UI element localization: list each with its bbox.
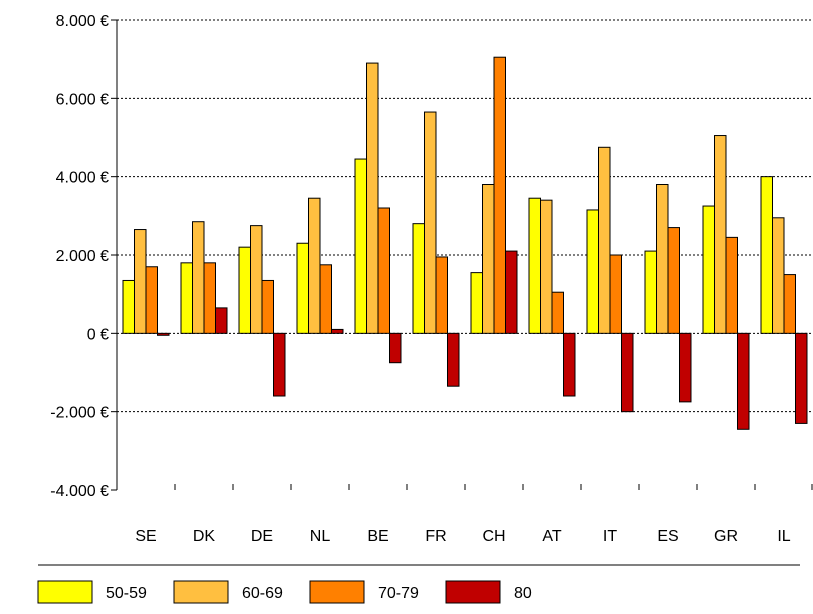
- bar-nl-70-79: [319, 264, 332, 334]
- x-tick-label: CH: [482, 528, 505, 545]
- legend-label-60-69: 60-69: [242, 585, 283, 602]
- bars: [122, 56, 808, 430]
- bar-gr-50-59: [702, 205, 715, 334]
- bar-at-80: [563, 332, 576, 397]
- y-tick-label: 0 €: [87, 326, 109, 343]
- bar-nl-60-69: [308, 197, 321, 334]
- bar-il-50-59: [760, 176, 773, 334]
- bar-it-80: [621, 332, 634, 413]
- bar-be-50-59: [354, 158, 367, 334]
- legend-swatch-80: [445, 580, 501, 604]
- bar-se-80: [157, 332, 170, 336]
- bar-de-70-79: [261, 279, 274, 334]
- bar-il-80: [795, 332, 808, 424]
- bar-dk-50-59: [180, 262, 193, 334]
- bar-gr-70-79: [725, 236, 738, 334]
- x-tick-label: FR: [425, 528, 446, 545]
- bar-it-70-79: [609, 254, 622, 334]
- bar-de-80: [273, 332, 286, 397]
- legend-swatch-50-59: [37, 580, 93, 604]
- y-tick-label: 2.000 €: [56, 248, 109, 265]
- bar-ch-50-59: [470, 272, 483, 334]
- x-tick-label: IL: [777, 528, 790, 545]
- legend-label-50-59: 50-59: [106, 585, 147, 602]
- bar-fr-70-79: [435, 256, 448, 334]
- x-tick-label: DE: [251, 528, 273, 545]
- x-tick-label: AT: [542, 528, 561, 545]
- bar-se-60-69: [134, 229, 147, 334]
- x-tick-label: SE: [135, 528, 156, 545]
- bar-fr-50-59: [412, 223, 425, 334]
- bar-il-60-69: [772, 217, 785, 334]
- bar-at-50-59: [528, 197, 541, 334]
- legend-label-70-79: 70-79: [378, 585, 419, 602]
- bar-dk-80: [215, 307, 228, 334]
- bar-es-50-59: [644, 250, 657, 334]
- bar-be-80: [389, 332, 402, 364]
- bar-de-60-69: [250, 225, 263, 334]
- y-tick-label: 6.000 €: [56, 91, 109, 108]
- legend-swatch-70-79: [309, 580, 365, 604]
- x-axis: SE DK DE NL BE FR CH AT IT ES GR IL: [135, 484, 813, 545]
- x-tick-label: NL: [310, 528, 331, 545]
- y-tick-label: 4.000 €: [56, 170, 109, 187]
- bar-fr-80: [447, 332, 460, 387]
- bar-ch-60-69: [482, 184, 495, 334]
- legend-swatch-60-69: [173, 580, 229, 604]
- bar-be-60-69: [366, 62, 379, 334]
- bar-nl-50-59: [296, 242, 309, 334]
- bar-fr-60-69: [424, 111, 437, 334]
- bar-es-70-79: [667, 227, 680, 334]
- bar-be-70-79: [377, 207, 390, 334]
- x-tick-label: DK: [193, 528, 216, 545]
- bar-gr-80: [737, 332, 750, 430]
- bar-se-50-59: [122, 279, 135, 334]
- bar-gr-60-69: [714, 135, 727, 334]
- bar-it-60-69: [598, 146, 611, 334]
- bar-es-60-69: [656, 184, 669, 334]
- bar-es-80: [679, 332, 692, 403]
- y-axis: 8.000 € 6.000 € 4.000 € 2.000 € 0 € -2.000 € -…: [50, 13, 118, 500]
- bar-at-60-69: [540, 199, 553, 334]
- legend-label-80: 80: [514, 585, 532, 602]
- bar-se-70-79: [145, 266, 158, 334]
- bar-il-70-79: [783, 274, 796, 334]
- gridlines: [117, 19, 813, 413]
- x-tick-label: BE: [367, 528, 388, 545]
- x-tick-label: IT: [603, 528, 617, 545]
- y-tick-label: 8.000 €: [56, 13, 109, 30]
- x-tick-label: ES: [657, 528, 678, 545]
- bar-de-50-59: [238, 246, 251, 334]
- bar-it-50-59: [586, 209, 599, 334]
- y-tick-label: -4.000 €: [50, 483, 109, 500]
- bar-ch-70-79: [493, 56, 506, 334]
- bar-ch-80: [505, 250, 518, 334]
- bar-at-70-79: [551, 291, 564, 334]
- bar-dk-70-79: [203, 262, 216, 334]
- x-tick-label: GR: [714, 528, 738, 545]
- bar-dk-60-69: [192, 221, 205, 334]
- y-tick-label: -2.000 €: [50, 405, 109, 422]
- bar-nl-80: [331, 328, 344, 334]
- legend: 50-59 60-69 70-79 80: [37, 580, 532, 604]
